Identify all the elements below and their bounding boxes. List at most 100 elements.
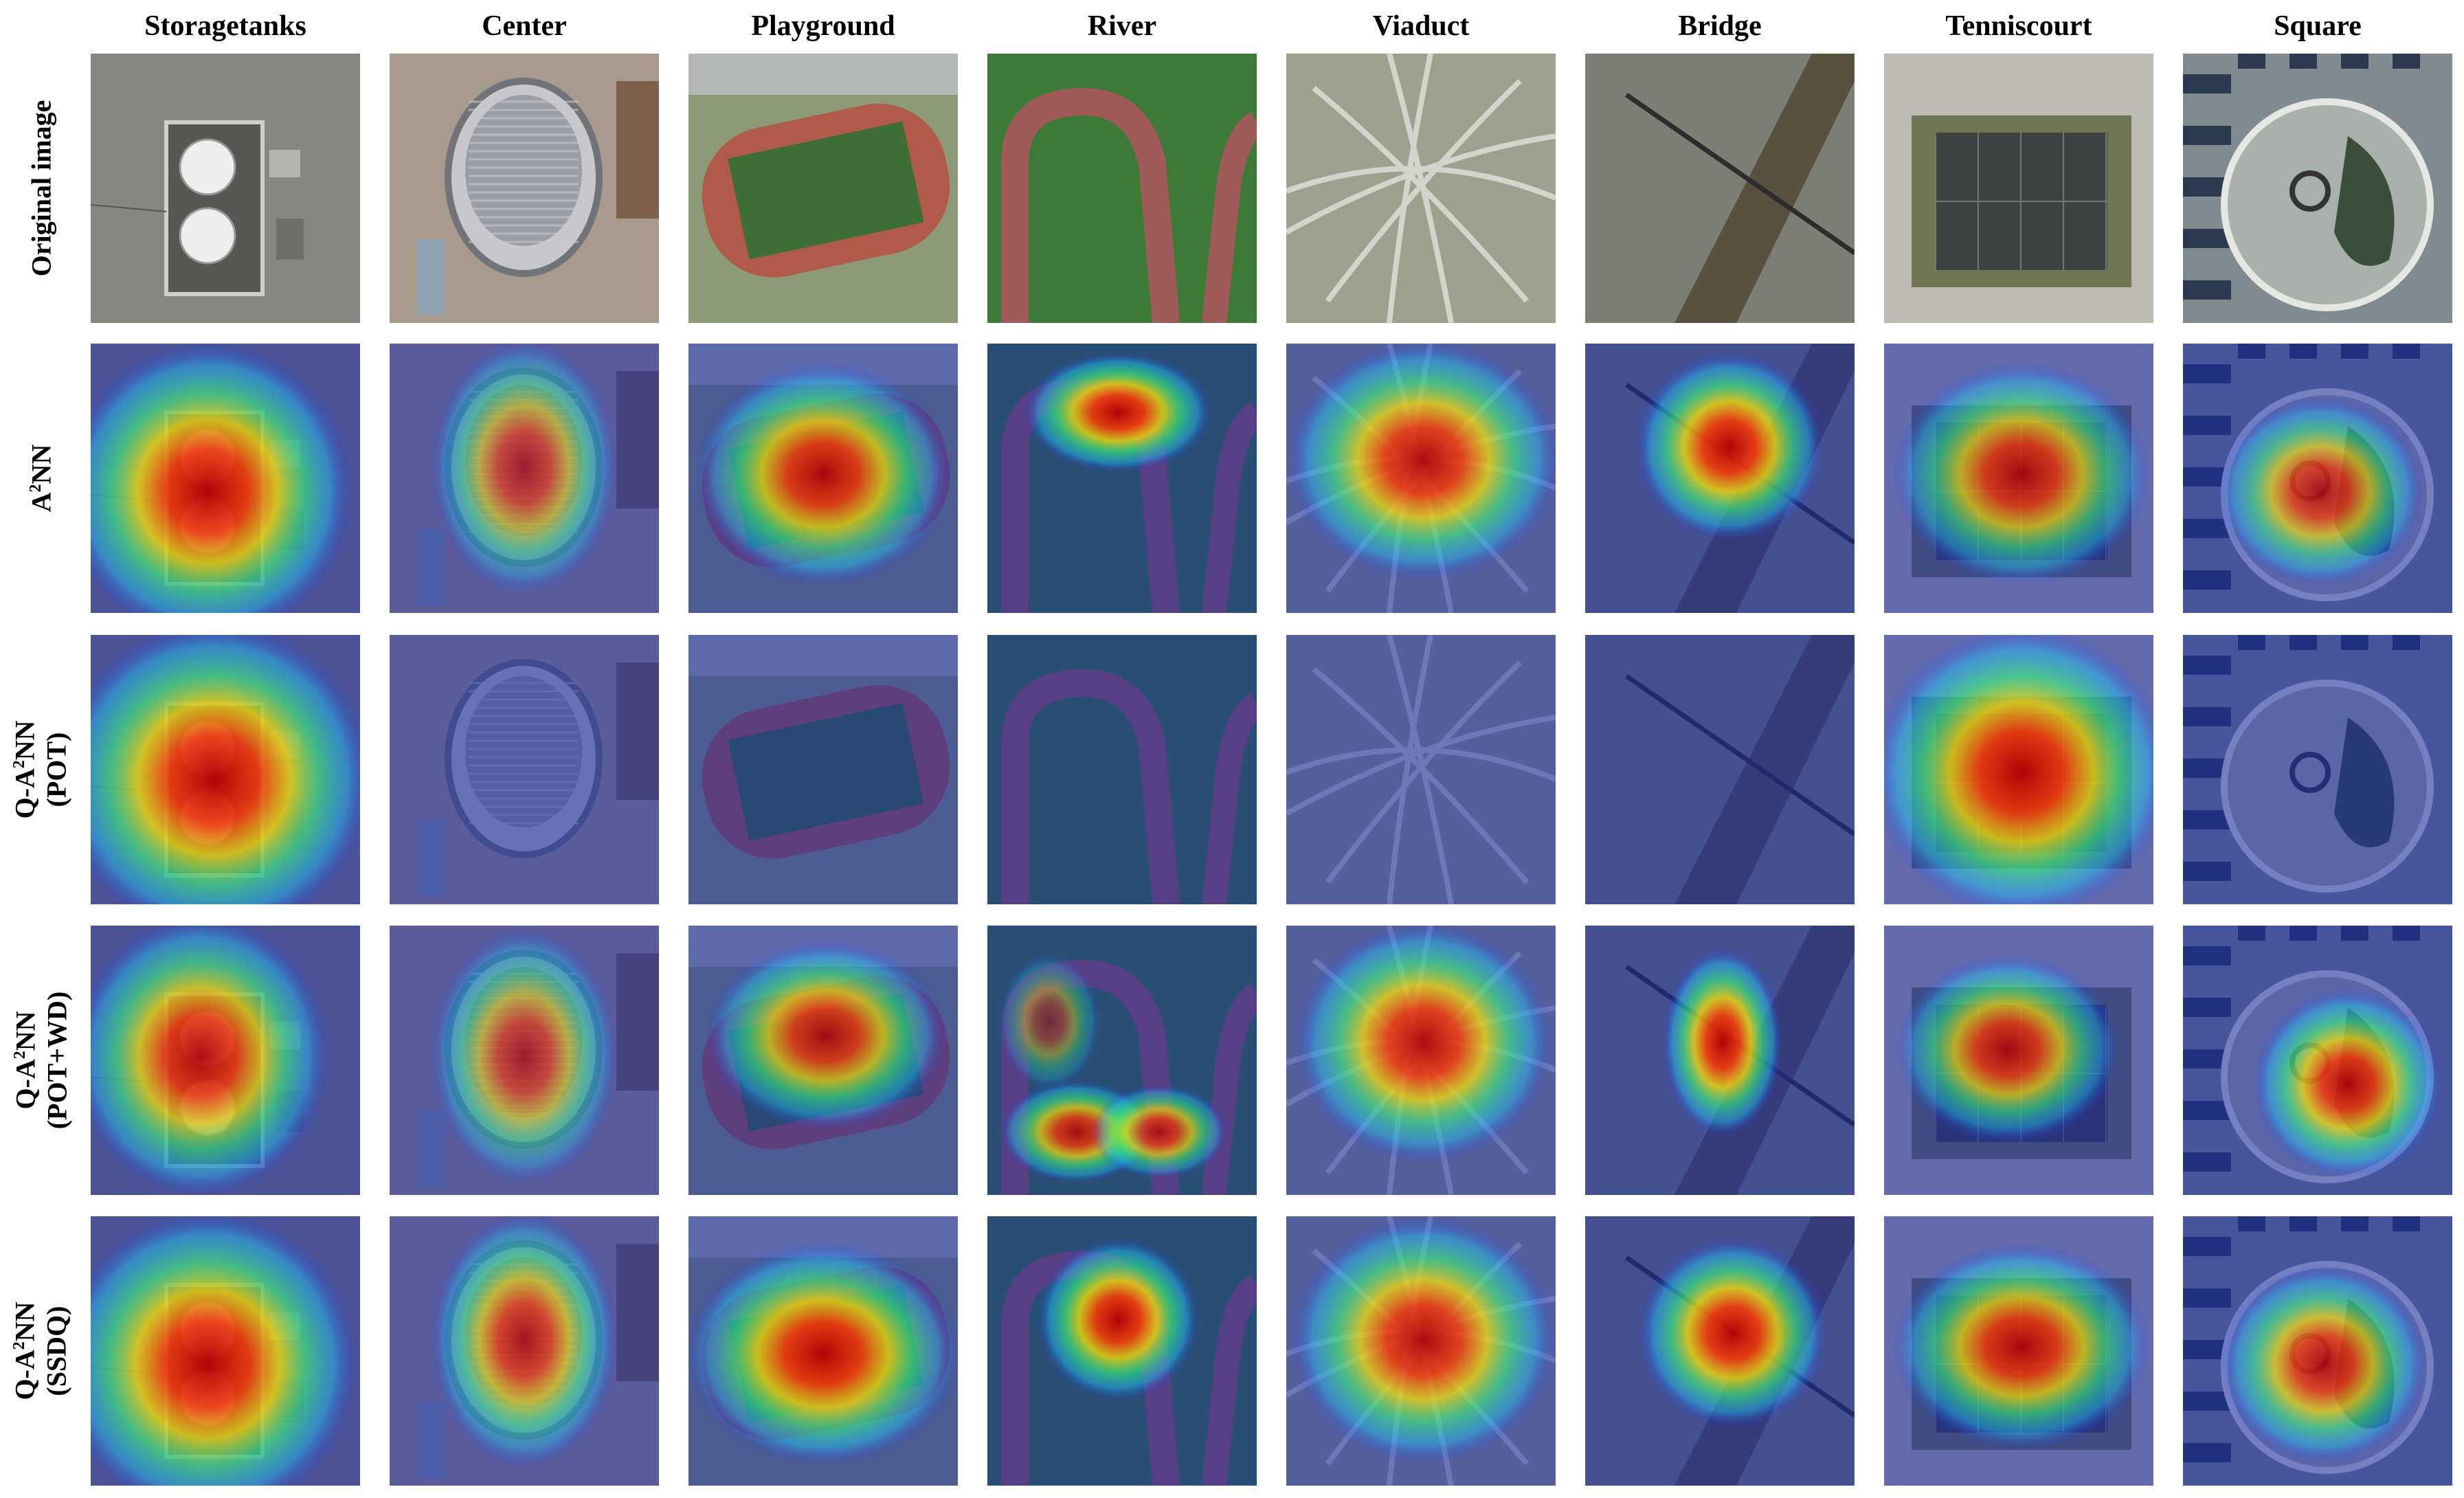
row-label-part: Q-A: [10, 1350, 41, 1400]
heatmap-blob: [1635, 352, 1824, 541]
image-original-tenniscourt: [1884, 54, 2153, 323]
heatmap-blob: [1638, 1238, 1828, 1428]
row-label-part: NN: [10, 720, 41, 761]
aerial-scene: [987, 54, 1257, 323]
heatmap-blob: [998, 953, 1101, 1091]
image-pot-tenniscourt: [1884, 635, 2153, 904]
scene-river: [987, 926, 1257, 1195]
image-ssdq-viaduct: [1286, 1216, 1556, 1486]
scene-bridge: [1585, 926, 1855, 1195]
image-original-viaduct: [1286, 54, 1556, 323]
heatmap-base: [987, 635, 1257, 904]
heatmap-blob: [1892, 1244, 2151, 1450]
scene-tenniscourt: [1884, 54, 2153, 323]
heatmap-blob: [91, 635, 360, 904]
row-label-part: 2: [26, 484, 45, 493]
scene-tenniscourt: [1884, 1216, 2153, 1486]
image-original-center: [390, 54, 659, 323]
heatmap-blob: [91, 344, 354, 613]
image-a2nn-storagetanks: [91, 344, 360, 613]
image-potwd-bridge: [1585, 926, 1855, 1195]
row-label-part: 2: [10, 760, 29, 769]
heatmap-blob: [1896, 954, 2120, 1144]
row-label-part: (POT): [41, 732, 73, 807]
image-ssdq-storagetanks: [91, 1216, 360, 1486]
image-potwd-river: [987, 926, 1257, 1195]
scene-river: [987, 635, 1257, 904]
scene-playground: [688, 1216, 958, 1486]
heatmap-base: [2183, 635, 2452, 904]
scene-playground: [688, 635, 958, 904]
aerial-scene: [2183, 54, 2452, 323]
row-label-part: Q-A: [10, 1059, 41, 1110]
image-ssdq-bridge: [1585, 1216, 1855, 1486]
scene-square: [2183, 926, 2452, 1195]
image-a2nn-tenniscourt: [1884, 344, 2153, 613]
scene-viaduct: [1286, 635, 1556, 904]
scene-viaduct: [1286, 1216, 1556, 1486]
heatmap-blob: [2221, 1265, 2427, 1463]
row-label-part: Q-A: [10, 768, 41, 819]
heatmap-blob: [1090, 1084, 1228, 1179]
aerial-scene: [688, 54, 958, 323]
scene-center: [390, 344, 659, 613]
image-ssdq-center: [390, 1216, 659, 1486]
scene-storagetanks: [91, 926, 360, 1195]
column-title-river: River: [1087, 10, 1157, 42]
image-ssdq-square: [2183, 1216, 2452, 1486]
image-original-bridge: [1585, 54, 1855, 323]
image-original-storagetanks: [91, 54, 360, 323]
scene-river: [987, 54, 1257, 323]
scene-center: [390, 1216, 659, 1486]
scene-center: [390, 926, 659, 1195]
image-ssdq-playground: [688, 1216, 958, 1486]
row-label-original: Original image: [0, 54, 82, 323]
row-label-part: NN: [25, 444, 56, 484]
scene-river: [987, 1216, 1257, 1486]
image-pot-viaduct: [1286, 635, 1556, 904]
heatmap-blob: [1036, 1238, 1200, 1401]
heatmap-blob: [1662, 948, 1783, 1137]
column-title-center: Center: [482, 10, 567, 42]
image-pot-river: [987, 635, 1257, 904]
row-label-part: 2: [10, 1051, 29, 1060]
scene-bridge: [1585, 1216, 1855, 1486]
scene-viaduct: [1286, 344, 1556, 613]
heatmap-blob: [1295, 926, 1553, 1163]
image-potwd-viaduct: [1286, 926, 1556, 1195]
heatmap-blob: [429, 927, 619, 1185]
scene-viaduct: [1286, 54, 1556, 323]
scene-tenniscourt: [1884, 926, 2153, 1195]
scene-square: [2183, 344, 2452, 613]
scene-bridge: [1585, 344, 1855, 613]
image-a2nn-bridge: [1585, 344, 1855, 613]
heatmap-blob: [1290, 1216, 1556, 1465]
image-potwd-center: [390, 926, 659, 1195]
column-title-bridge: Bridge: [1678, 10, 1762, 42]
scene-river: [987, 344, 1257, 613]
scene-playground: [688, 926, 958, 1195]
row-label-part: NN: [10, 1011, 41, 1051]
image-pot-square: [2183, 635, 2452, 904]
heatmap-blob: [91, 1216, 358, 1486]
image-a2nn-playground: [688, 344, 958, 613]
row-label-part: NN: [10, 1301, 41, 1342]
heatmap-base: [688, 635, 958, 904]
row-label-part: (POT+WD): [41, 991, 73, 1130]
image-ssdq-tenniscourt: [1884, 1216, 2153, 1486]
heatmap-blob: [1023, 352, 1213, 473]
aerial-scene: [1286, 54, 1556, 323]
heatmap-blob: [2253, 989, 2443, 1178]
scene-center: [390, 635, 659, 904]
scene-storagetanks: [91, 1216, 360, 1486]
image-a2nn-viaduct: [1286, 344, 1556, 613]
column-title-storagetanks: Storagetanks: [144, 10, 306, 42]
heatmap-blob: [694, 362, 952, 586]
image-a2nn-square: [2183, 344, 2452, 613]
column-title-square: Square: [2274, 10, 2362, 42]
scene-tenniscourt: [1884, 635, 2153, 904]
image-potwd-square: [2183, 926, 2452, 1195]
image-original-playground: [688, 54, 958, 323]
image-a2nn-river: [987, 344, 1257, 613]
heatmap-blob: [2217, 396, 2423, 586]
